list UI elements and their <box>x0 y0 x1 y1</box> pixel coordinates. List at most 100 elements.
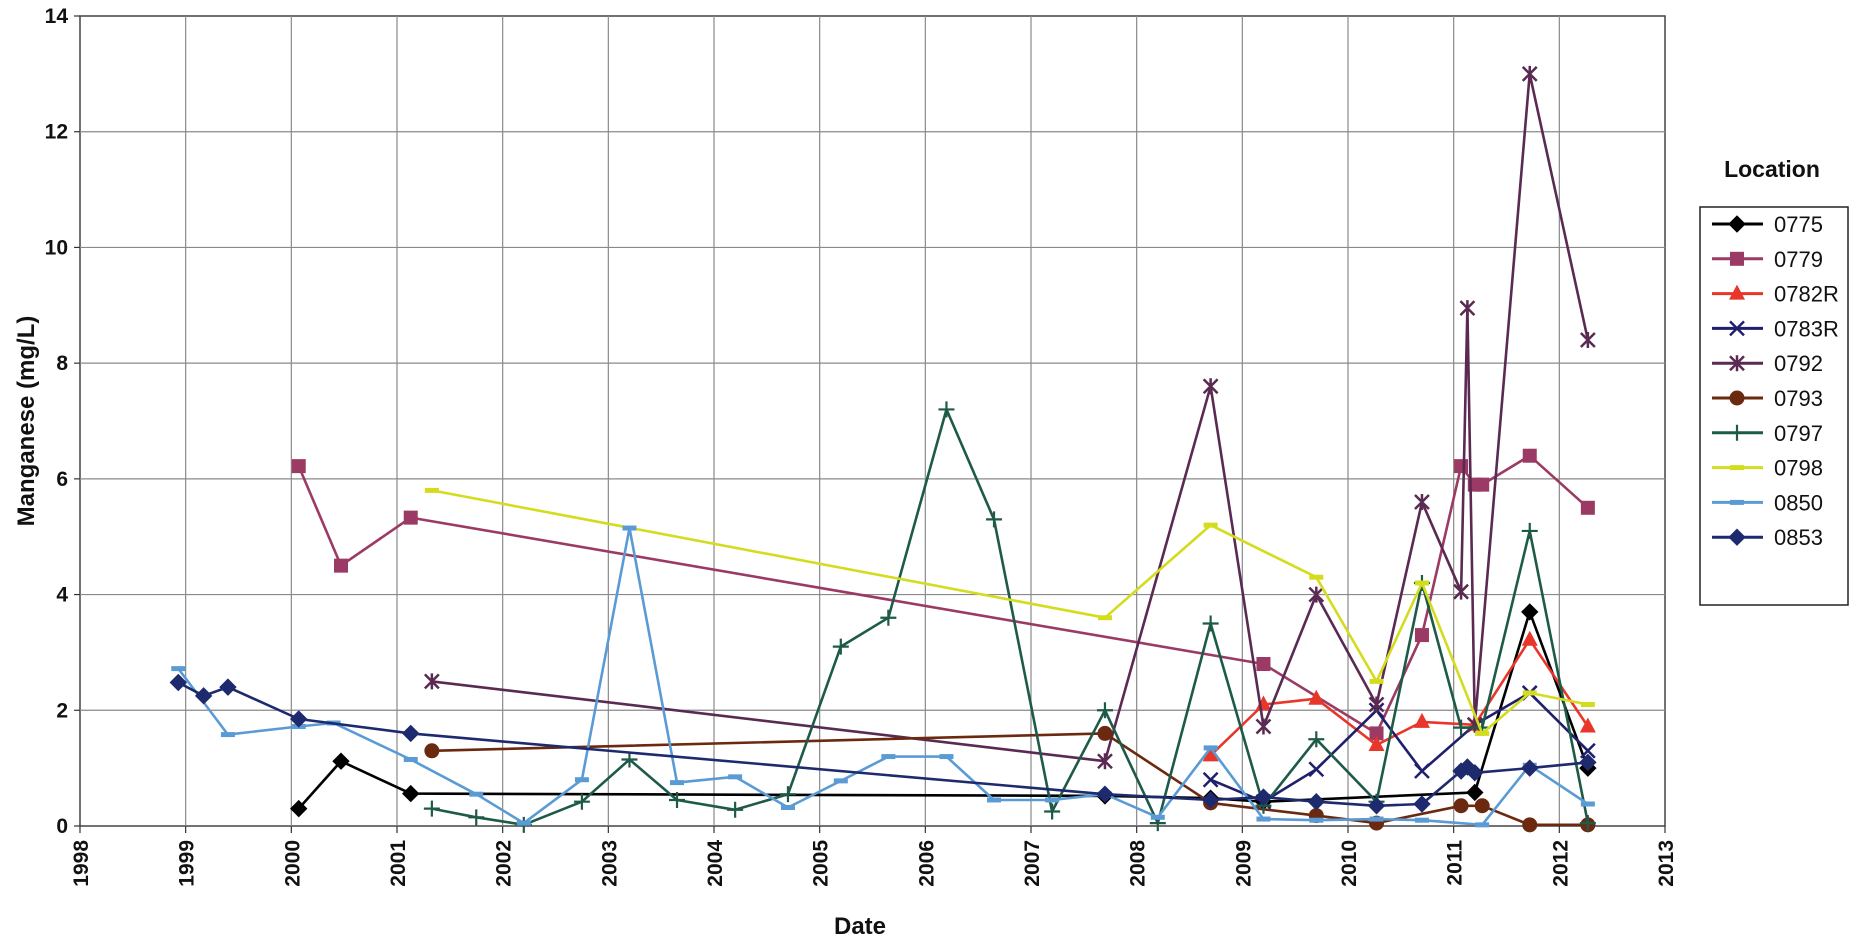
data-point-0793 <box>1474 798 1490 814</box>
data-point-0792 <box>1459 300 1476 317</box>
data-point-0782R <box>1368 736 1385 751</box>
data-point-0779 <box>1522 448 1537 463</box>
legend-label: 0779 <box>1774 247 1823 272</box>
data-point-0782R <box>1413 712 1430 728</box>
series-line-0792 <box>431 72 1590 763</box>
data-point-0797 <box>1308 731 1325 748</box>
data-point-0797 <box>669 791 686 808</box>
data-point-0782R <box>1521 630 1538 646</box>
data-point-0797 <box>1453 719 1470 736</box>
data-point-0798 <box>1369 678 1384 684</box>
data-point-0850 <box>1150 814 1165 820</box>
data-point-0797 <box>779 786 796 803</box>
data-point-0850 <box>939 754 954 760</box>
data-point-0783R <box>1202 771 1219 788</box>
data-point-0798 <box>1097 615 1112 621</box>
data-point-0850 <box>403 756 418 762</box>
legend-swatch-marker <box>1728 528 1746 546</box>
data-point-0797 <box>1202 615 1219 632</box>
data-point-0779 <box>1475 477 1490 492</box>
legend-swatch-marker <box>1729 424 1745 441</box>
legend-item-0782R: 0782R <box>1712 282 1839 307</box>
series-0798 <box>424 487 1595 736</box>
legend-title: Location <box>1724 156 1820 182</box>
data-point-0792 <box>1308 586 1325 603</box>
data-point-0850 <box>171 666 186 672</box>
data-point-0850 <box>220 732 235 738</box>
y-tick-label: 14 <box>45 5 69 28</box>
legend-item-0850: 0850 <box>1712 490 1823 515</box>
data-point-0798 <box>1309 574 1324 580</box>
data-point-0797 <box>1044 803 1061 820</box>
data-point-0779 <box>1580 500 1595 515</box>
data-point-0850 <box>1309 817 1324 823</box>
data-point-0850 <box>1369 816 1384 822</box>
data-point-0792 <box>1202 378 1219 395</box>
data-point-0797 <box>1579 815 1596 832</box>
legend-swatch-marker <box>1729 320 1745 337</box>
data-point-0853 <box>1096 785 1114 803</box>
data-point-0783R <box>1579 742 1596 759</box>
data-point-0797 <box>832 638 849 655</box>
data-point-0779 <box>403 510 418 525</box>
data-point-0798 <box>1580 702 1595 707</box>
data-point-0853 <box>219 678 237 696</box>
legend-item-0779: 0779 <box>1712 247 1823 272</box>
data-point-0797 <box>621 751 638 768</box>
data-point-0775 <box>1521 603 1539 621</box>
x-tick-label: 2010 <box>1338 840 1361 887</box>
data-point-0797 <box>1521 522 1538 539</box>
data-point-0853 <box>1307 792 1326 811</box>
legend-swatch-marker <box>1728 215 1746 233</box>
legend-item-0792: 0792 <box>1712 351 1823 376</box>
data-point-0850 <box>1045 797 1060 803</box>
data-point-0775 <box>402 784 420 803</box>
data-point-0797 <box>880 609 897 626</box>
data-point-0779 <box>1256 657 1271 671</box>
data-point-0853 <box>1466 764 1484 782</box>
data-point-0779 <box>291 459 306 474</box>
data-point-0775 <box>1466 783 1484 802</box>
x-tick-label: 2003 <box>598 840 621 887</box>
data-point-0793 <box>1097 725 1113 741</box>
data-point-0782R <box>1579 717 1596 733</box>
series-group <box>169 65 1597 833</box>
legend-swatch-marker <box>1729 355 1745 372</box>
data-point-0797 <box>727 801 744 818</box>
y-tick-label: 8 <box>56 352 68 375</box>
data-point-0853 <box>1367 797 1386 815</box>
data-point-0797 <box>938 401 955 418</box>
x-tick-label: 2013 <box>1655 840 1678 887</box>
data-point-0793 <box>1522 817 1538 833</box>
data-point-0853 <box>1521 759 1539 777</box>
data-point-0798 <box>1414 580 1429 586</box>
x-tick-label: 1999 <box>176 840 199 887</box>
data-point-0850 <box>833 778 848 784</box>
data-point-0779 <box>333 558 348 573</box>
data-point-0793 <box>1453 798 1469 814</box>
data-point-0850 <box>881 754 896 760</box>
data-point-0850 <box>780 804 795 810</box>
data-point-0850 <box>1414 817 1429 823</box>
data-point-0850 <box>987 797 1002 803</box>
data-point-0853 <box>194 687 213 705</box>
legend-swatch-marker <box>1729 390 1745 406</box>
data-point-0797 <box>423 800 440 817</box>
data-point-0850 <box>1475 822 1490 828</box>
y-tick-label: 6 <box>56 468 68 491</box>
data-point-0797 <box>573 793 590 810</box>
legend-item-0793: 0793 <box>1712 386 1823 411</box>
legend-swatch-marker <box>1730 251 1744 266</box>
legend-swatch-marker <box>1730 499 1744 505</box>
x-tick-label: 2000 <box>281 840 304 887</box>
y-tick-label: 4 <box>56 584 68 607</box>
x-tick-label: 2012 <box>1549 840 1572 887</box>
legend-label: 0793 <box>1774 386 1823 411</box>
data-point-0797 <box>468 809 485 826</box>
legend-swatch-marker <box>1729 284 1745 300</box>
x-tick-label: 2005 <box>810 840 833 887</box>
legend-label: 0798 <box>1774 456 1823 481</box>
data-point-0792 <box>1521 65 1538 82</box>
data-point-0850 <box>516 820 531 826</box>
